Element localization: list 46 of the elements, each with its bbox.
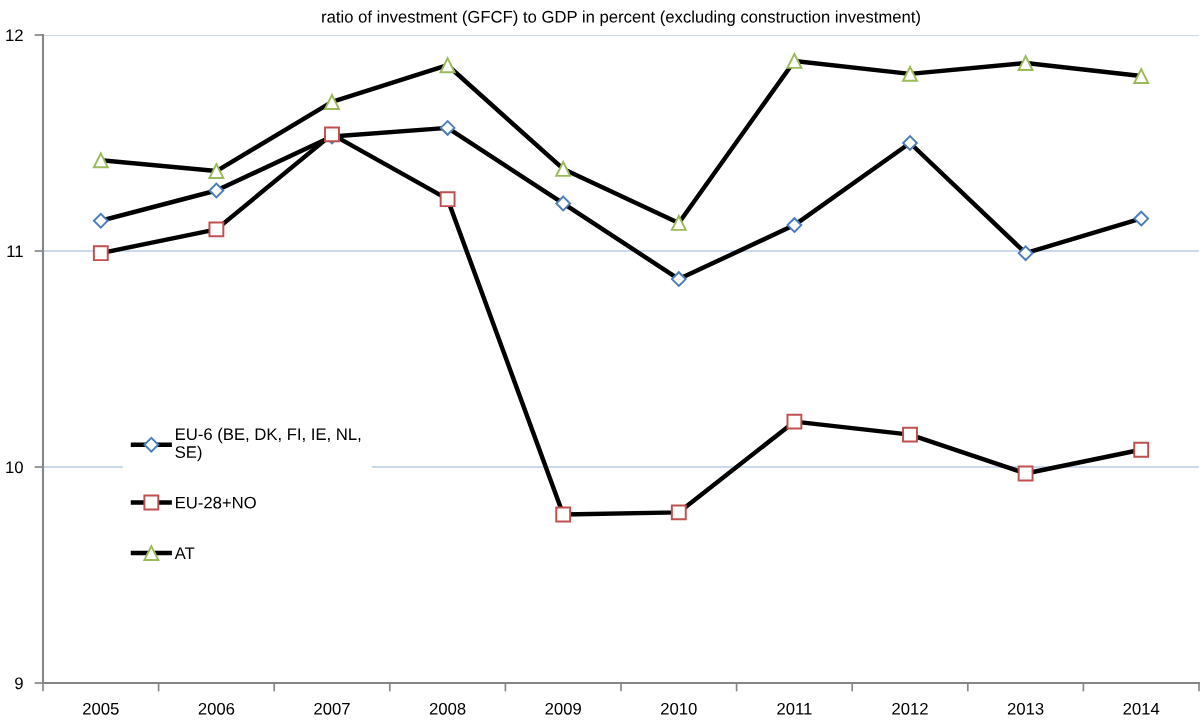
x-tick-label: 2012 bbox=[892, 702, 928, 715]
point bbox=[670, 271, 687, 287]
point bbox=[324, 94, 340, 110]
x-tick-label: 2014 bbox=[1123, 702, 1160, 715]
point bbox=[208, 163, 225, 179]
point bbox=[92, 245, 109, 262]
point bbox=[786, 53, 803, 69]
y-tick-label: 10 bbox=[6, 461, 23, 474]
x-tick-label: 2009 bbox=[545, 702, 581, 715]
point bbox=[902, 135, 918, 151]
point bbox=[555, 161, 572, 177]
point bbox=[1017, 465, 1034, 482]
legend-label: EU-28+NO bbox=[176, 496, 256, 509]
point bbox=[670, 504, 687, 521]
legend-label: AT bbox=[174, 547, 195, 559]
x-tick-label: 2011 bbox=[777, 702, 812, 715]
x-tick-label: 2006 bbox=[198, 702, 235, 715]
x-tick-label: 2005 bbox=[83, 702, 119, 715]
chart-title: ratio of investment (GFCF) to GDP in percent (excluding construction investment) bbox=[322, 10, 920, 26]
point bbox=[1017, 55, 1034, 71]
point bbox=[208, 221, 225, 238]
point bbox=[902, 65, 918, 82]
legend-label: EU-6 (BE, DK, FI, IE, NL, SE) bbox=[175, 427, 361, 462]
point bbox=[670, 215, 687, 231]
y-tick-label: 9 bbox=[15, 677, 23, 690]
point bbox=[902, 426, 918, 443]
point bbox=[1133, 441, 1150, 458]
point bbox=[439, 191, 456, 208]
y-tick-label: 11 bbox=[7, 245, 23, 258]
x-tick-label: 2007 bbox=[314, 702, 350, 715]
point bbox=[1017, 245, 1034, 261]
x-tick-label: 2013 bbox=[1007, 702, 1044, 715]
y-tick-label: 12 bbox=[6, 29, 23, 42]
point bbox=[1133, 210, 1150, 227]
point bbox=[555, 195, 572, 212]
point bbox=[786, 217, 803, 233]
point bbox=[439, 120, 456, 136]
point bbox=[92, 152, 109, 169]
x-tick-label: 2008 bbox=[429, 702, 466, 715]
point bbox=[1133, 68, 1150, 84]
point bbox=[92, 212, 109, 229]
point bbox=[439, 57, 456, 74]
point bbox=[786, 413, 803, 430]
point bbox=[555, 506, 572, 523]
x-tick-label: 2010 bbox=[661, 702, 697, 715]
point bbox=[208, 182, 225, 199]
